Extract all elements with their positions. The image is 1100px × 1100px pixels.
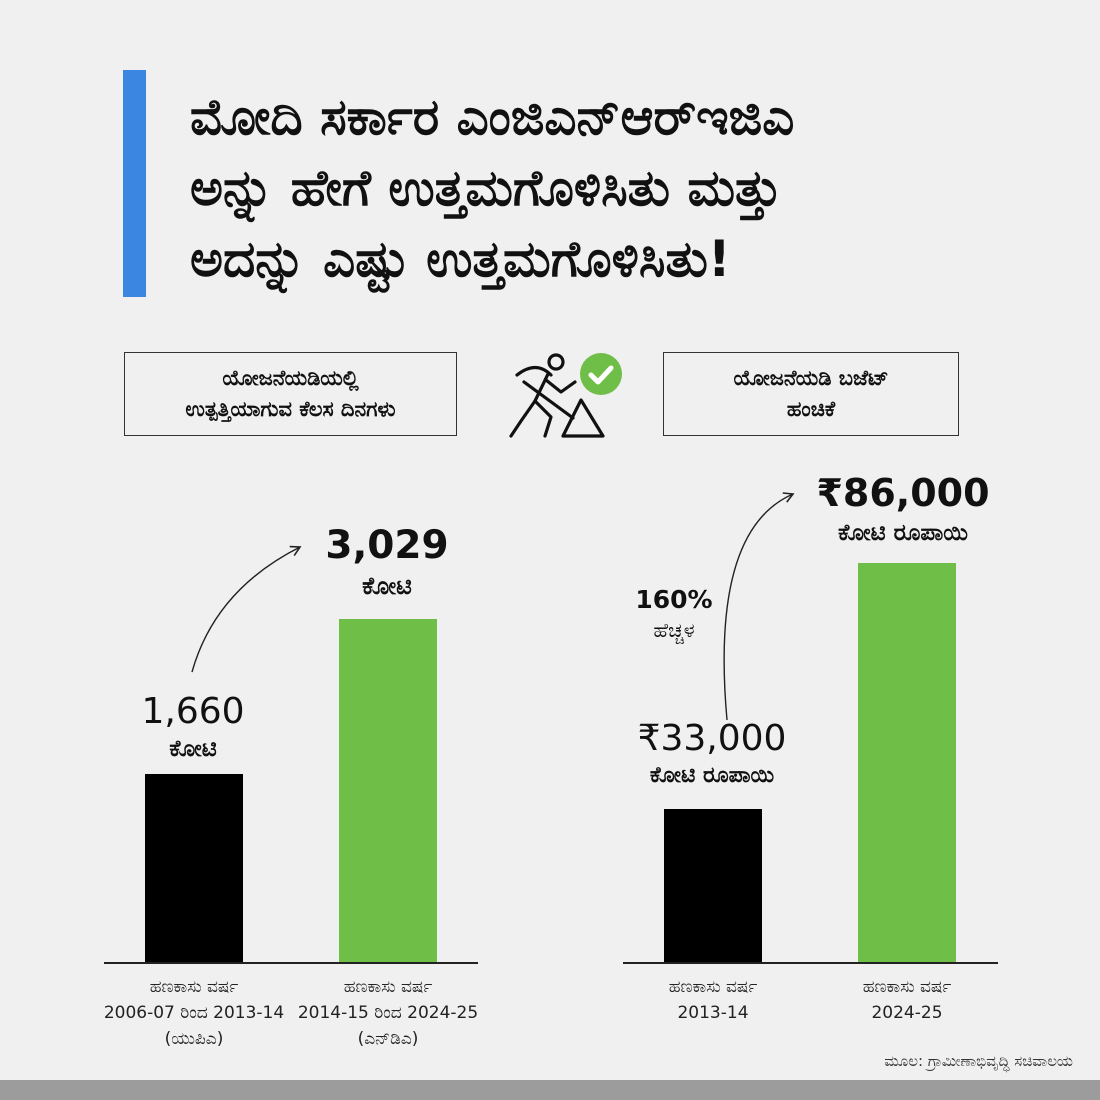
growth-label: ಹೆಚ್ಚಳ xyxy=(653,618,695,642)
right-label-line-2: ಹಂಚಿಕೆ xyxy=(786,397,836,421)
left-growth-arrow xyxy=(191,545,302,673)
growth-percent: 160% xyxy=(635,585,713,614)
right-value-2024-25: ₹86,000 ಕೋಟಿ ರೂಪಾಯಿ xyxy=(793,469,1013,549)
source-note: ಮೂಲ: ಗ್ರಾಮೀಣಾಭಿವೃದ್ಧಿ ಸಚಿವಾಲಯ xyxy=(884,1052,1073,1070)
x-label-nda-line-3: (ಎನ್‌ಡಿಎ) xyxy=(357,1029,419,1049)
x-label-upa-line-1: ಹಣಕಾಸು ವರ್ಷ xyxy=(149,977,239,997)
page-title: ಮೋದಿ ಸರ್ಕಾರ ಎಂಜಿಎನ್‌ಆರ್‌ಇಜಿಎ ಅನ್ನು ಹೇಗೆ … xyxy=(190,82,1070,295)
bar-upa-workdays xyxy=(145,774,243,962)
left-value-nda: 3,029 ಕೋಟಿ xyxy=(312,522,462,602)
left-label-line-2: ಉತ್ಪತ್ತಿಯಾಗುವ ಕೆಲಸ ದಿನಗಳು xyxy=(185,397,396,421)
x-label-2013-line-2: 2013-14 xyxy=(677,1003,749,1023)
x-label-upa-line-2: 2006-07 ರಿಂದ 2013-14 xyxy=(103,1003,285,1023)
bar-nda-workdays xyxy=(339,619,437,962)
x-label-nda-line-2: 2014-15 ರಿಂದ 2024-25 xyxy=(297,1003,479,1023)
right-value-2013-14: ₹33,000 ಕೋಟಿ ರೂಪಾಯಿ xyxy=(612,717,812,791)
budget-2024-unit: ಕೋಟಿ ರೂಪಾಯಿ xyxy=(838,520,968,546)
x-label-2024-line-2: 2024-25 xyxy=(871,1003,943,1023)
right-growth-arrow xyxy=(723,492,795,721)
check-circle-icon xyxy=(580,353,622,395)
bar-budget-2024-25 xyxy=(858,563,956,962)
x-label-2013-14: ಹಣಕಾಸು ವರ್ಷ 2013-14 xyxy=(613,974,813,1026)
nda-value: 3,029 xyxy=(325,523,449,568)
title-line-3: ಅದನ್ನು ಎಷ್ಟು ಉತ್ತಮಗೊಳಿಸಿತು! xyxy=(190,230,731,288)
bar-budget-2013-14 xyxy=(664,809,762,962)
right-x-axis xyxy=(623,962,998,964)
accent-bar xyxy=(123,70,146,297)
x-label-2013-line-1: ಹಣಕಾಸು ವರ್ಷ xyxy=(668,977,758,997)
upa-value: 1,660 xyxy=(141,691,245,732)
title-line-2: ಅನ್ನು ಹೇಗೆ ಉತ್ತಮಗೊಳಿಸಿತು ಮತ್ತು xyxy=(190,159,782,217)
growth-annotation: 160% ಹೆಚ್ಚಳ xyxy=(624,584,724,644)
budget-2013-unit: ಕೋಟಿ ರೂಪಾಯಿ xyxy=(649,763,775,788)
x-label-nda-line-1: ಹಣಕಾಸು ವರ್ಷ xyxy=(343,977,433,997)
nda-unit: ಕೋಟಿ xyxy=(362,572,412,600)
left-x-axis xyxy=(104,962,478,964)
right-chart-label: ಯೋಜನೆಯಡಿ ಬಜೆಟ್ ಹಂಚಿಕೆ xyxy=(663,352,959,436)
budget-2013-value: ₹33,000 xyxy=(637,718,787,759)
budget-2024-value: ₹86,000 xyxy=(816,471,990,515)
x-label-nda: ಹಣಕಾಸು ವರ್ಷ 2014-15 ರಿಂದ 2024-25 (ಎನ್‌ಡಿ… xyxy=(288,974,488,1052)
x-label-upa-line-3: (ಯುಪಿಎ) xyxy=(164,1029,224,1049)
x-label-upa: ಹಣಕಾಸು ವರ್ಷ 2006-07 ರಿಂದ 2013-14 (ಯುಪಿಎ) xyxy=(94,974,294,1052)
left-value-upa: 1,660 ಕೋಟಿ xyxy=(118,690,268,764)
x-label-2024-25: ಹಣಕಾಸು ವರ್ಷ 2024-25 xyxy=(807,974,1007,1026)
x-label-2024-line-1: ಹಣಕಾಸು ವರ್ಷ xyxy=(862,977,952,997)
left-chart-label: ಯೋಜನೆಯಡಿಯಲ್ಲಿ ಉತ್ಪತ್ತಿಯಾಗುವ ಕೆಲಸ ದಿನಗಳು xyxy=(124,352,457,436)
title-line-1: ಮೋದಿ ಸರ್ಕಾರ ಎಂಜಿಎನ್‌ಆರ್‌ಇಜಿಎ xyxy=(190,88,795,146)
right-label-line-1: ಯೋಜನೆಯಡಿ ಬಜೆಟ್ xyxy=(733,366,889,390)
worker-shovel-icon xyxy=(509,353,605,438)
footer-bar xyxy=(0,1080,1100,1100)
left-label-line-1: ಯೋಜನೆಯಡಿಯಲ್ಲಿ xyxy=(222,366,359,390)
upa-unit: ಕೋಟಿ xyxy=(169,736,217,762)
